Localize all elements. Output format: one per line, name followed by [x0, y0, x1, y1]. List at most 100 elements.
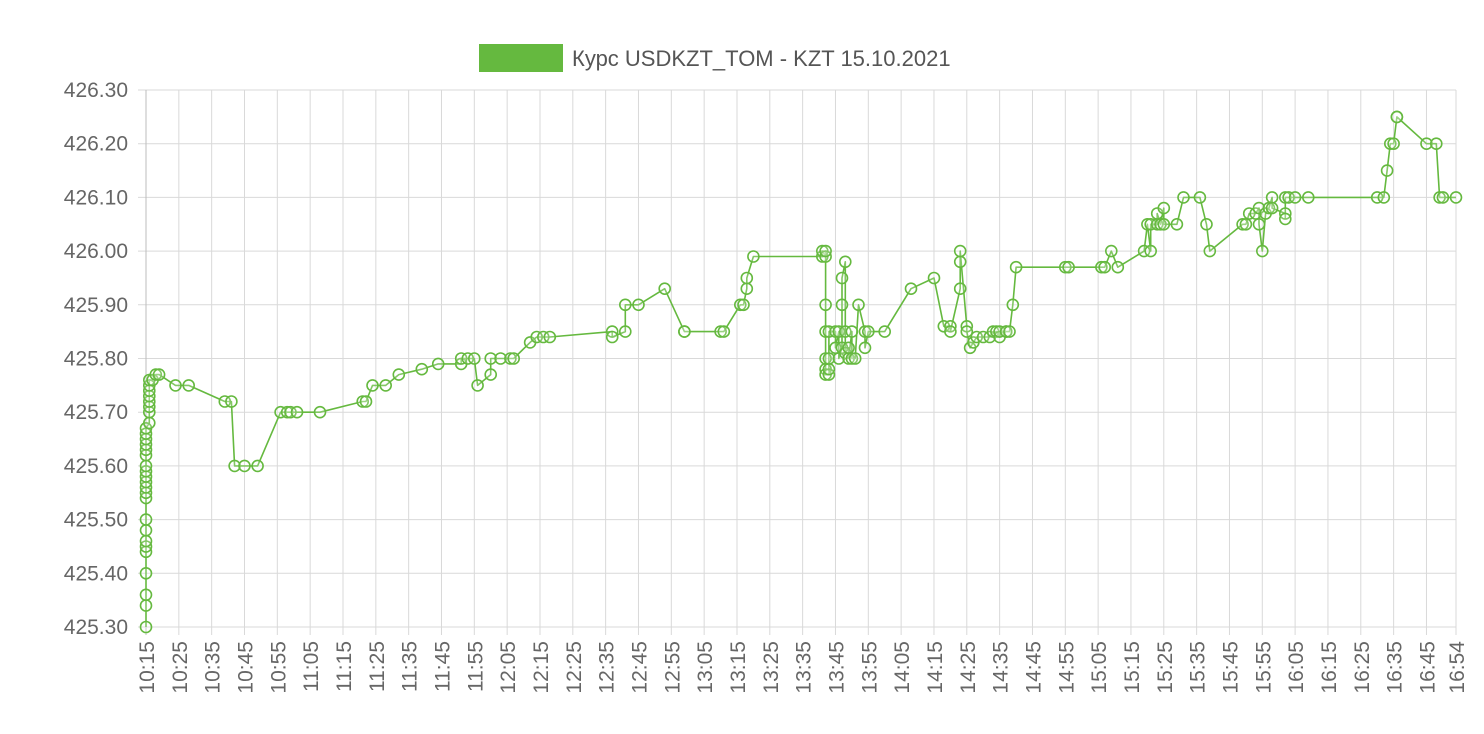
- data-point[interactable]: [139, 523, 153, 537]
- data-point[interactable]: [139, 566, 153, 580]
- data-point[interactable]: [822, 352, 836, 365]
- data-point[interactable]: [1449, 191, 1463, 204]
- data-point[interactable]: [832, 325, 846, 338]
- data-point[interactable]: [1098, 260, 1111, 274]
- data-point[interactable]: [1288, 191, 1302, 204]
- data-point[interactable]: [139, 588, 153, 602]
- data-point[interactable]: [960, 325, 974, 338]
- data-point[interactable]: [392, 368, 406, 381]
- data-point[interactable]: [835, 271, 849, 285]
- data-point[interactable]: [467, 352, 481, 365]
- data-point[interactable]: [999, 325, 1013, 338]
- data-point[interactable]: [139, 599, 153, 612]
- data-point[interactable]: [366, 379, 379, 392]
- data-point[interactable]: [1236, 218, 1249, 231]
- data-point[interactable]: [842, 341, 855, 355]
- data-point[interactable]: [1380, 164, 1394, 177]
- data-point[interactable]: [1009, 260, 1023, 274]
- data-point[interactable]: [284, 405, 297, 419]
- data-point[interactable]: [1177, 191, 1190, 204]
- data-point[interactable]: [740, 282, 754, 296]
- data-point[interactable]: [747, 250, 760, 263]
- data-point[interactable]: [1203, 244, 1217, 258]
- data-point[interactable]: [1282, 191, 1295, 204]
- data-point[interactable]: [605, 330, 619, 344]
- data-point[interactable]: [1157, 201, 1171, 215]
- data-point[interactable]: [225, 395, 238, 408]
- data-point[interactable]: [461, 352, 475, 365]
- data-point[interactable]: [829, 325, 842, 338]
- data-point[interactable]: [1242, 207, 1256, 220]
- data-point[interactable]: [678, 325, 691, 338]
- data-point[interactable]: [861, 325, 875, 338]
- data-point[interactable]: [149, 368, 163, 381]
- data-point[interactable]: [1256, 244, 1269, 258]
- data-point[interactable]: [1252, 218, 1266, 231]
- legend[interactable]: Курс USDKZT_TOM - KZT 15.10.2021: [479, 44, 951, 72]
- data-point[interactable]: [1279, 191, 1292, 204]
- data-point[interactable]: [238, 459, 251, 473]
- data-point[interactable]: [1170, 218, 1184, 231]
- data-point[interactable]: [143, 416, 156, 430]
- data-point[interactable]: [1265, 191, 1279, 204]
- data-point[interactable]: [507, 352, 521, 365]
- data-point[interactable]: [471, 379, 484, 392]
- data-point[interactable]: [251, 459, 264, 473]
- data-point[interactable]: [494, 352, 507, 365]
- data-point[interactable]: [1105, 244, 1118, 258]
- data-point[interactable]: [169, 379, 182, 392]
- data-point[interactable]: [1433, 191, 1446, 204]
- data-point[interactable]: [852, 298, 865, 312]
- data-point[interactable]: [737, 298, 750, 312]
- data-point[interactable]: [1279, 212, 1292, 226]
- data-point[interactable]: [1430, 137, 1443, 150]
- data-point[interactable]: [1377, 191, 1391, 204]
- data-point[interactable]: [858, 341, 872, 355]
- data-point[interactable]: [1144, 244, 1157, 258]
- data-point[interactable]: [1420, 137, 1433, 150]
- data-point[interactable]: [822, 362, 836, 376]
- data-point[interactable]: [415, 362, 429, 376]
- data-point[interactable]: [1193, 191, 1207, 204]
- data-point[interactable]: [1265, 201, 1279, 215]
- data-point[interactable]: [1059, 260, 1072, 274]
- data-point[interactable]: [139, 620, 153, 634]
- data-point[interactable]: [819, 325, 832, 338]
- data-point[interactable]: [838, 255, 852, 269]
- data-point[interactable]: [970, 330, 984, 344]
- data-point[interactable]: [1154, 218, 1167, 231]
- data-point[interactable]: [313, 405, 327, 419]
- data-point[interactable]: [1390, 110, 1404, 124]
- data-point[interactable]: [484, 368, 498, 381]
- data-point[interactable]: [1239, 218, 1253, 231]
- data-point[interactable]: [1062, 260, 1075, 274]
- data-point[interactable]: [431, 357, 445, 371]
- legend-swatch[interactable]: [479, 44, 563, 72]
- data-point[interactable]: [953, 244, 967, 258]
- data-point[interactable]: [927, 271, 941, 285]
- data-point[interactable]: [139, 513, 153, 526]
- data-point[interactable]: [714, 325, 727, 338]
- data-point[interactable]: [632, 298, 645, 312]
- data-point[interactable]: [1200, 218, 1213, 231]
- data-point[interactable]: [953, 255, 967, 269]
- data-point[interactable]: [139, 459, 153, 473]
- data-point[interactable]: [845, 352, 859, 365]
- data-point[interactable]: [658, 282, 672, 296]
- data-point[interactable]: [848, 352, 862, 365]
- data-point[interactable]: [835, 298, 849, 312]
- data-point[interactable]: [858, 325, 872, 338]
- data-point[interactable]: [484, 352, 498, 365]
- data-point[interactable]: [740, 271, 754, 285]
- data-point[interactable]: [845, 325, 859, 338]
- data-point[interactable]: [228, 459, 241, 473]
- data-point[interactable]: [139, 534, 153, 548]
- data-point[interactable]: [944, 325, 957, 338]
- data-point[interactable]: [1302, 191, 1315, 204]
- data-point[interactable]: [152, 368, 166, 381]
- data-point[interactable]: [878, 325, 892, 338]
- data-point[interactable]: [819, 298, 832, 312]
- data-point[interactable]: [1144, 218, 1157, 231]
- data-point[interactable]: [953, 282, 967, 296]
- data-point[interactable]: [182, 379, 195, 392]
